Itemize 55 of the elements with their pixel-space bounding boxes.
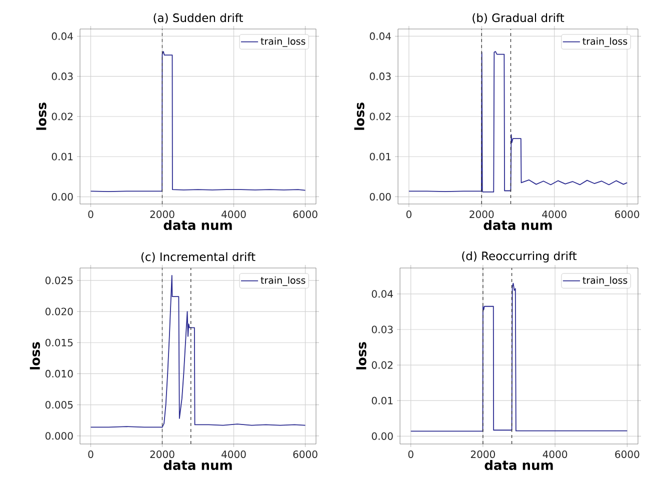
x-tick-label: 6000: [615, 450, 640, 458]
y-tick-label: 0.005: [46, 401, 73, 409]
x-axis-title: data num: [164, 460, 232, 470]
x-tick-label: 0: [88, 450, 94, 458]
y-axis-title: loss: [30, 342, 40, 370]
y-tick-label: 0.02: [52, 112, 72, 120]
y-tick-label: 0.03: [370, 72, 391, 80]
legend-label: train_loss: [582, 37, 628, 47]
y-tick-label: 0.03: [372, 326, 393, 334]
y-tick-label: 0.010: [46, 370, 73, 378]
y-tick-label: 0.04: [52, 32, 73, 40]
legend-label: train_loss: [260, 37, 306, 47]
y-tick-label: 0.02: [370, 112, 390, 120]
y-axis-title: loss: [356, 342, 366, 370]
chart-title: (d) Reoccurring drift: [462, 251, 577, 262]
y-tick-label: 0.00: [372, 432, 393, 440]
x-tick-label: 4000: [542, 210, 566, 218]
y-tick-label: 0.015: [46, 338, 73, 346]
legend-label: train_loss: [260, 276, 306, 286]
x-tick-label: 4000: [222, 450, 246, 458]
x-axis-title: data num: [164, 220, 232, 230]
chart-title: (c) Incremental drift: [141, 252, 256, 262]
x-tick-label: 0: [406, 210, 412, 218]
x-tick-label: 6000: [293, 210, 318, 218]
x-tick-label: 0: [408, 450, 414, 458]
y-tick-label: 0.01: [370, 152, 391, 160]
x-tick-label: 6000: [293, 450, 318, 458]
y-tick-label: 0.03: [52, 72, 73, 80]
y-tick-label: 0.01: [52, 152, 73, 160]
y-tick-label: 0.000: [46, 432, 73, 440]
y-axis-title: loss: [354, 102, 364, 130]
y-tick-label: 0.04: [370, 32, 391, 40]
x-tick-label: 2000: [470, 450, 496, 458]
x-tick-label: 2000: [150, 450, 174, 458]
y-tick-label: 0.02: [372, 361, 392, 369]
x-tick-label: 2000: [470, 210, 494, 218]
x-axis-title: data num: [484, 220, 552, 230]
x-tick-label: 6000: [615, 210, 640, 218]
legend-label: train_loss: [582, 276, 628, 286]
y-axis-title: loss: [36, 102, 46, 130]
x-tick-label: 0: [88, 210, 94, 218]
x-axis-title: data num: [484, 460, 553, 470]
y-tick-label: 0.020: [46, 308, 73, 316]
y-tick-label: 0.04: [372, 290, 393, 298]
y-tick-label: 0.00: [52, 192, 73, 201]
line-series: [408, 51, 628, 192]
chart-title: (b) Gradual drift: [472, 13, 564, 24]
chart-title: (a) Sudden drift: [154, 13, 243, 24]
x-tick-label: 4000: [222, 210, 246, 218]
y-tick-label: 0.025: [46, 276, 73, 284]
y-tick-label: 0.00: [370, 192, 391, 201]
line-series: [90, 275, 306, 428]
x-tick-label: 2000: [150, 210, 174, 218]
y-tick-label: 0.01: [372, 396, 393, 404]
x-tick-label: 4000: [542, 450, 568, 458]
